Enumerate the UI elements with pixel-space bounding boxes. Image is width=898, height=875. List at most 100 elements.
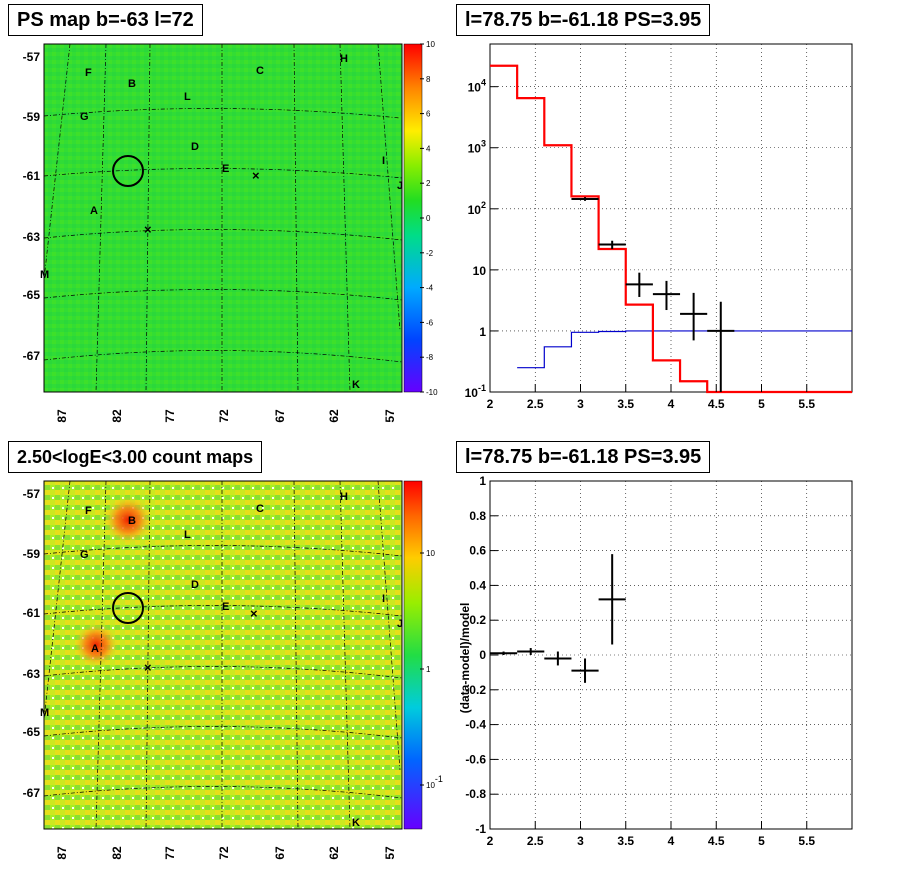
residual-x-ticks: 2 2.5 3 3.5 4 4.5 5 5.5 (487, 821, 815, 848)
source-label: H (340, 491, 348, 503)
source-label: A (91, 643, 99, 655)
x-tick-label: 5 (758, 397, 765, 411)
x-tick-label: 5 (758, 834, 765, 848)
y-tick-label: -57 (23, 50, 41, 64)
source-label: K (352, 817, 360, 829)
colorbar-tick-label: 2 (426, 179, 431, 188)
source-label: B (128, 78, 136, 90)
x-tick-label: 2.5 (527, 397, 544, 411)
y-tick-label: 10-1 (465, 383, 486, 400)
x-tick-label: 4.5 (708, 834, 725, 848)
spectrum-y-ticks: 10-1 1 10 102 103 104 (465, 78, 498, 400)
x-tick-label: 82 (110, 846, 124, 860)
y-tick-label: 10 (473, 264, 487, 278)
y-tick-label: 0.2 (469, 613, 486, 627)
colorbar-tick-label: -4 (426, 284, 434, 293)
y-tick-label: 0.8 (469, 509, 486, 523)
spectrum-frame (489, 43, 853, 393)
spectrum-x-ticks: 2 2.5 3 3.5 4 4.5 5 5.5 (487, 384, 815, 411)
y-tick-label: -1 (475, 822, 486, 836)
source-label: E (222, 163, 229, 175)
count-map-source-labels: F B C H L G D E I J A M K (40, 491, 403, 829)
source-label: G (80, 549, 89, 561)
ps-map-heatmap[interactable] (43, 43, 403, 393)
x-marker: × (144, 222, 152, 237)
residual-title: l=78.75 b=-61.18 PS=3.95 (456, 441, 711, 473)
x-marker: × (250, 606, 258, 621)
y-tick-label: -0.4 (465, 718, 486, 732)
colorbar-tick-label: 10 (426, 40, 435, 49)
x-tick-label: 3.5 (617, 397, 634, 411)
count-map-x-ticks: 87 82 77 72 67 62 57 (55, 846, 397, 860)
y-tick-label: -67 (23, 349, 41, 363)
count-map-colorbar-ticks: 10 1 10-1 (420, 549, 443, 790)
ps-map-grid (43, 43, 403, 393)
colorbar-tick-label: 10-1 (426, 774, 443, 790)
y-tick-label: -63 (23, 667, 41, 681)
count-map-panel: × × F B C H L G D E I J A M K 10 1 10-1 -5… (23, 480, 443, 860)
y-tick-label: 1 (479, 325, 486, 339)
source-label: K (352, 379, 360, 391)
x-tick-label: 82 (110, 409, 124, 423)
residual-ylabel: (data-model)/model (458, 603, 472, 714)
y-tick-label: 0.4 (469, 578, 486, 592)
hot-spot-b (104, 496, 152, 544)
ps-map-panel: × × F B C H L G D E I J A M K 10 8 6 4 2 0 -2 -… (23, 40, 438, 423)
ps-map-y-ticks: -57 -59 -61 -63 -65 -67 (23, 50, 41, 363)
x-tick-label: 57 (383, 846, 397, 860)
selected-source-circle (112, 155, 144, 187)
x-tick-label: 2 (487, 397, 494, 411)
source-label: F (85, 67, 92, 79)
spectrum-panel: 2 2.5 3 3.5 4 4.5 5 5.5 10-1 1 10 102 103 104 (465, 43, 853, 411)
spectrum-bkg-model (517, 330, 852, 369)
y-tick-label: -59 (23, 110, 41, 124)
x-marker: × (144, 660, 152, 675)
x-tick-label: 67 (273, 409, 287, 423)
y-tick-label: -59 (23, 547, 41, 561)
source-label: G (80, 111, 89, 123)
y-tick-label: 102 (468, 200, 486, 217)
source-label: C (256, 503, 264, 515)
ps-map-colorbar-ticks: 10 8 6 4 2 0 -2 -4 -6 -8 -10 (420, 40, 438, 397)
y-tick-label: 1 (479, 474, 486, 488)
data-point (680, 292, 708, 341)
source-label: J (397, 180, 403, 192)
y-tick-label: -63 (23, 230, 41, 244)
x-tick-label: 87 (55, 409, 69, 423)
hot-spot-a (74, 623, 118, 667)
colorbar-tick-label: -2 (426, 249, 434, 258)
colorbar-tick-label: -8 (426, 353, 434, 362)
residual-points (490, 554, 626, 683)
colorbar-tick-label: 6 (426, 110, 431, 119)
selected-source-circle (112, 592, 144, 624)
ps-map-colorbar (403, 43, 423, 393)
y-tick-label: 0 (479, 648, 486, 662)
colorbar-tick-label: -10 (426, 388, 438, 397)
source-label: A (90, 205, 98, 217)
x-tick-label: 3 (577, 834, 584, 848)
y-tick-label: -0.2 (465, 683, 486, 697)
data-point (625, 272, 653, 297)
y-tick-label: 103 (468, 139, 486, 156)
x-tick-label: 2 (487, 834, 494, 848)
source-label: D (191, 141, 199, 153)
source-label: J (397, 618, 403, 630)
source-label: L (184, 91, 191, 103)
spectrum-points (571, 197, 735, 392)
x-tick-label: 62 (327, 409, 341, 423)
y-tick-label: -61 (23, 169, 41, 183)
x-tick-label: 87 (55, 846, 69, 860)
source-label: M (40, 707, 49, 719)
x-tick-label: 4.5 (708, 397, 725, 411)
x-tick-label: 5.5 (798, 834, 815, 848)
x-tick-label: 72 (217, 846, 231, 860)
count-map-colorbar (403, 480, 423, 830)
source-label: E (222, 601, 229, 613)
residual-point (544, 651, 572, 666)
x-tick-label: 77 (163, 409, 177, 423)
y-tick-label: -65 (23, 288, 41, 302)
x-tick-label: 62 (327, 846, 341, 860)
residual-point (598, 554, 626, 645)
data-point (652, 280, 681, 311)
x-tick-label: 77 (163, 846, 177, 860)
